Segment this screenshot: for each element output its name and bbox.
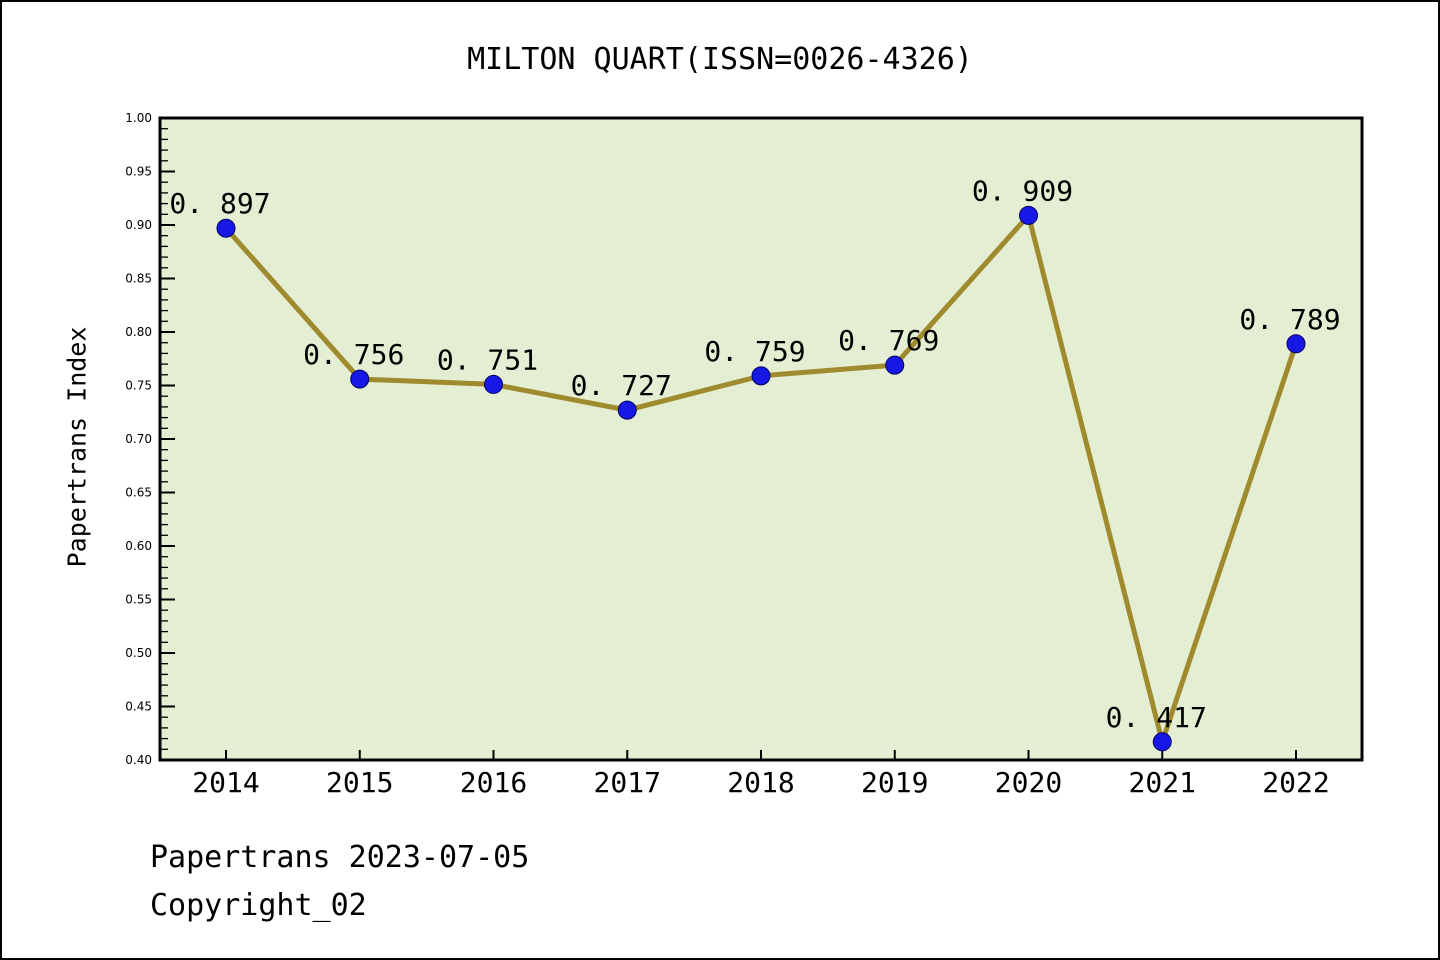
data-point-label: 0. 727 bbox=[571, 369, 672, 402]
y-tick-label: 0.80 bbox=[125, 325, 152, 339]
x-tick-label: 2022 bbox=[1262, 766, 1329, 799]
y-tick-label: 0.40 bbox=[125, 753, 152, 767]
y-tick-label: 0.65 bbox=[125, 486, 152, 500]
x-axis-ticks bbox=[225, 750, 1297, 759]
x-tick-label: 2019 bbox=[861, 766, 928, 799]
y-tick-label: 0.75 bbox=[125, 379, 152, 393]
x-tick-label: 2018 bbox=[727, 766, 794, 799]
x-axis-tick-labels: 2014 2015 2016 2017 2018 2019 2020 2021 2022 bbox=[192, 766, 1329, 799]
data-point-2016 bbox=[484, 374, 503, 394]
data-point-label: 0. 756 bbox=[303, 338, 404, 371]
y-tick-label: 0.45 bbox=[125, 700, 152, 714]
data-point-2019 bbox=[885, 355, 905, 375]
data-point-label: 0. 897 bbox=[169, 187, 270, 220]
chart-title: MILTON QUART(ISSN=0026-4326) bbox=[467, 42, 973, 77]
x-tick-label: 2014 bbox=[192, 766, 259, 799]
y-tick-label: 0.85 bbox=[125, 272, 152, 286]
data-point-label: 0. 417 bbox=[1106, 701, 1207, 734]
data-points bbox=[216, 205, 1306, 752]
data-point-2014 bbox=[216, 218, 236, 238]
y-tick-label: 0.60 bbox=[125, 539, 152, 553]
data-point-2021 bbox=[1152, 732, 1172, 752]
data-point-label: 0. 751 bbox=[437, 343, 538, 376]
x-tick-label: 2017 bbox=[594, 766, 661, 799]
data-point-2015 bbox=[350, 369, 370, 389]
x-tick-label: 2021 bbox=[1129, 766, 1196, 799]
y-tick-label: 0.70 bbox=[125, 432, 152, 446]
footer-date: Papertrans 2023-07-05 bbox=[150, 840, 530, 875]
y-tick-label: 0.90 bbox=[125, 218, 152, 232]
footer-copyright: Copyright_02 bbox=[150, 888, 367, 923]
y-tick-label: 0.50 bbox=[125, 646, 152, 660]
data-point-labels: 0. 897 0. 756 0. 751 0. 727 0. 759 0. 769 0. 9… bbox=[169, 174, 1340, 733]
data-point-label: 0. 769 bbox=[838, 324, 939, 357]
y-tick-label: 0.55 bbox=[125, 593, 152, 607]
y-tick-label: 1.00 bbox=[125, 111, 152, 125]
data-point-label: 0. 759 bbox=[704, 335, 805, 368]
y-axis-ticks bbox=[161, 117, 175, 761]
plot-area bbox=[160, 118, 1362, 760]
data-point-label: 0. 909 bbox=[972, 174, 1073, 207]
y-tick-label: 0.95 bbox=[125, 165, 152, 179]
data-point-label: 0. 789 bbox=[1239, 303, 1340, 336]
x-tick-label: 2016 bbox=[460, 766, 527, 799]
y-axis-tick-labels: 0.40 0.45 0.50 0.55 0.60 0.65 0.70 0.75 0.80 0.85… bbox=[125, 111, 152, 767]
data-point-2020 bbox=[1019, 205, 1038, 225]
x-tick-label: 2020 bbox=[995, 766, 1062, 799]
x-tick-label: 2015 bbox=[326, 766, 393, 799]
plot-border bbox=[158, 116, 1364, 762]
data-point-2022 bbox=[1286, 334, 1306, 354]
data-point-2018 bbox=[751, 366, 771, 386]
data-point-2017 bbox=[617, 400, 637, 420]
